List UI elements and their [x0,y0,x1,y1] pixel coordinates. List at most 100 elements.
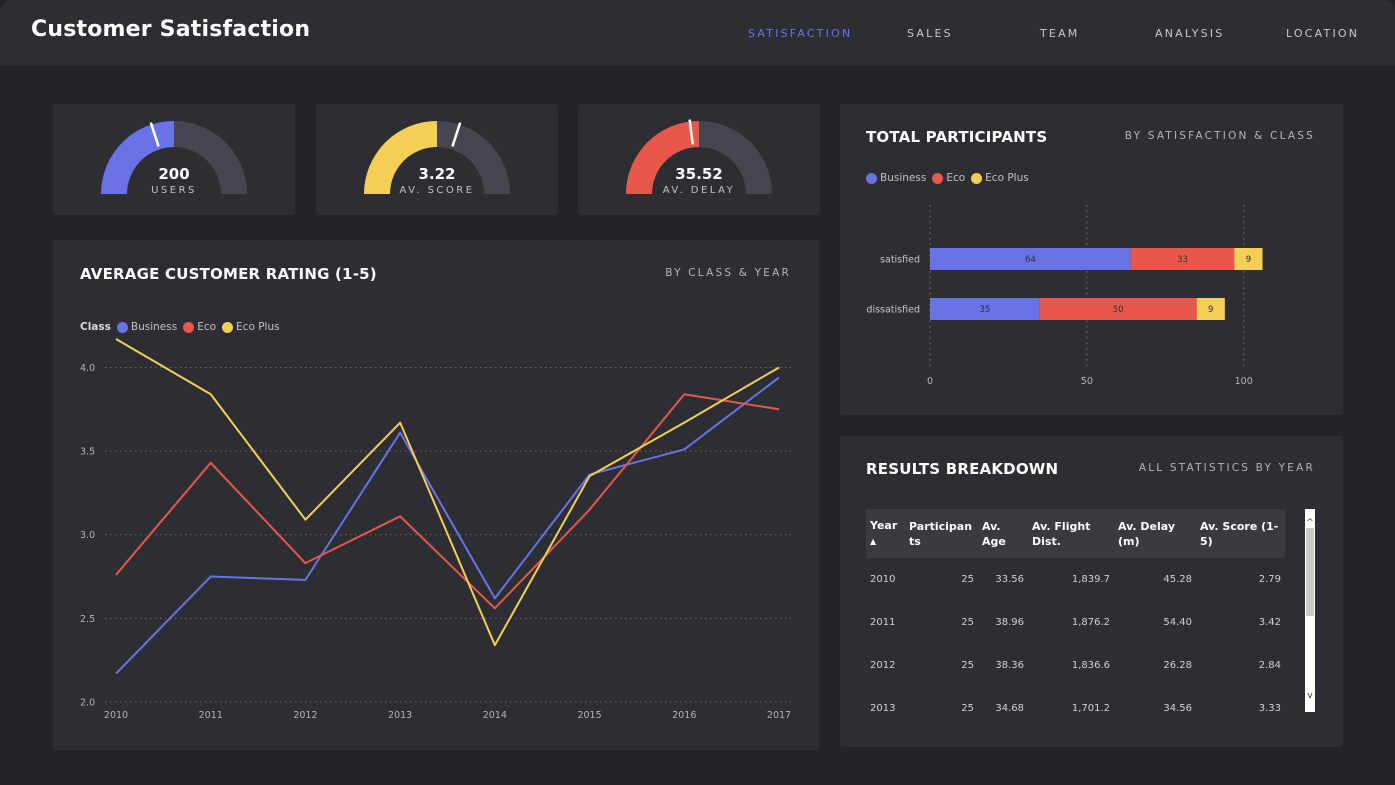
cell-year: 2011 [870,617,896,628]
x-tick-label: 2012 [293,710,317,721]
legend-label: Eco Plus [236,321,280,333]
bar-data-label: 9 [1208,305,1213,315]
bar-segment[interactable] [1130,248,1235,270]
participants-card-title: TOTAL PARTICIPANTS [866,128,1048,146]
x-tick-label: 2014 [483,710,507,721]
participants-legend: Business Eco Eco Plus [866,172,1035,184]
rating-legend: Class Business Eco Eco Plus [80,321,286,333]
kpi-label: AV. SCORE [399,185,475,196]
cell-av-score: 2.84 [1258,660,1281,671]
bar-segment[interactable] [1234,248,1263,270]
bar-data-label: 64 [1025,255,1036,265]
table-row: 2010 25 33.56 1,839.7 45.28 2.79 [866,558,1285,601]
users-gauge [101,121,247,194]
col-av-age[interactable]: Av. Age [978,509,1028,558]
cell-participants: 25 [961,660,974,671]
cell-av-delay: 45.28 [1163,574,1192,585]
kpi-value: 200 [158,165,190,183]
x-tick-label: 2015 [577,710,601,721]
bar-data-label: 9 [1246,255,1251,265]
cell-year: 2010 [870,574,896,585]
x-tick-label: 100 [1235,376,1253,387]
eco-plus-dot-icon [222,321,234,333]
bar-segment[interactable] [1039,298,1197,320]
results-table-container[interactable]: Year ▲ Participants Av. Age Av. Flight Di… [866,509,1285,714]
nav-sales[interactable]: SALES [907,27,953,40]
nav-location[interactable]: LOCATION [1286,27,1360,40]
x-tick-label: 50 [1081,376,1093,387]
legend-label: Eco [197,321,217,333]
col-av-score[interactable]: Av. Score (1-5) [1196,509,1285,558]
series-line-business[interactable] [115,376,780,675]
cell-participants: 25 [961,617,974,628]
col-participants[interactable]: Participants [905,509,978,558]
bar-segment[interactable] [930,248,1131,270]
chevron-up-icon[interactable]: ^ [1306,518,1314,528]
bar-segment[interactable] [930,298,1040,320]
kpi-value: 3.22 [418,165,456,183]
cell-flight-dist: 1,836.6 [1071,660,1110,671]
cell-av-age: 38.36 [995,660,1024,671]
delay-gauge [626,119,772,194]
nav-team[interactable]: TEAM [1040,27,1080,40]
col-av-delay[interactable]: Av. Delay (m) [1114,509,1196,558]
table-row: 2011 25 38.96 1,876.2 54.40 3.42 [866,601,1285,644]
bar-segment[interactable] [1196,298,1225,320]
participants-card: TOTAL PARTICIPANTS BY SATISFACTION & CLA… [840,104,1343,415]
kpi-card-score: 3.22 AV. SCORE [316,104,558,215]
gauge-marker [451,122,462,147]
nav-satisfaction[interactable]: SATISFACTION [748,27,853,40]
eco-plus-dot-icon [971,172,983,184]
col-year[interactable]: Year ▲ [866,509,905,558]
nav-analysis[interactable]: ANALYSIS [1155,27,1225,40]
gauge-fill [626,121,699,194]
y-tick-label: 4.0 [80,363,95,374]
rating-card-title: AVERAGE CUSTOMER RATING (1-5) [80,265,377,283]
category-label: satisfied [880,255,920,266]
bar-data-label: 50 [1113,305,1124,315]
y-tick-label: 2.5 [80,614,95,625]
table-scrollbar[interactable]: ^ v [1305,509,1315,712]
chevron-down-icon[interactable]: v [1307,691,1313,701]
y-tick-label: 3.5 [80,447,95,458]
cell-participants: 25 [961,703,974,714]
col-flight-dist[interactable]: Av. Flight Dist. [1028,509,1114,558]
scroll-thumb[interactable] [1306,528,1314,616]
series-line-eco[interactable] [115,393,780,610]
business-dot-icon [116,321,128,333]
x-tick-label: 2011 [199,710,223,721]
legend-eco[interactable]: Eco [932,172,965,184]
legend-label: Business [130,321,178,333]
kpi-card-delay: 35.52 AV. DELAY [578,104,820,215]
results-card-title: RESULTS BREAKDOWN [866,460,1059,478]
table-header-row: Year ▲ Participants Av. Age Av. Flight Di… [866,509,1285,558]
results-card: RESULTS BREAKDOWN ALL STATISTICS BY YEAR [840,436,1343,747]
results-card-subtitle: ALL STATISTICS BY YEAR [1138,462,1315,474]
cell-flight-dist: 1,876.2 [1071,617,1110,628]
cell-av-age: 38.96 [995,617,1024,628]
cell-av-delay: 34.56 [1163,703,1192,714]
cell-av-score: 3.42 [1258,617,1281,628]
bar-data-label: 33 [1177,255,1188,265]
legend-label: Business [880,172,927,184]
rating-card-subtitle: BY CLASS & YEAR [665,267,791,279]
participants-card-subtitle: BY SATISFACTION & CLASS [1124,130,1315,142]
legend-business[interactable]: Business [866,172,926,184]
legend-title: Class [80,321,111,333]
rating-card: AVERAGE CUSTOMER RATING (1-5) BY CLASS &… [53,240,819,750]
series-line-eco-plus[interactable] [115,338,780,647]
legend-eco-plus[interactable]: Eco Plus [222,321,280,333]
x-tick-label: 2017 [767,710,791,721]
participants-bar-chart: 0 50 100 satisfied 64 33 9 dissatisfied 35 50 9 [866,205,1263,387]
legend-label: Eco [946,172,966,184]
eco-dot-icon [932,172,944,184]
legend-eco-plus[interactable]: Eco Plus [971,172,1029,184]
legend-eco[interactable]: Eco [183,321,216,333]
cell-participants: 25 [961,574,974,585]
legend-label: Eco Plus [985,172,1029,184]
top-bar: Customer Satisfaction SATISFACTION SALES… [0,0,1395,66]
legend-business[interactable]: Business [116,321,178,333]
score-gauge [364,121,510,194]
page-title: Customer Satisfaction [31,17,311,42]
